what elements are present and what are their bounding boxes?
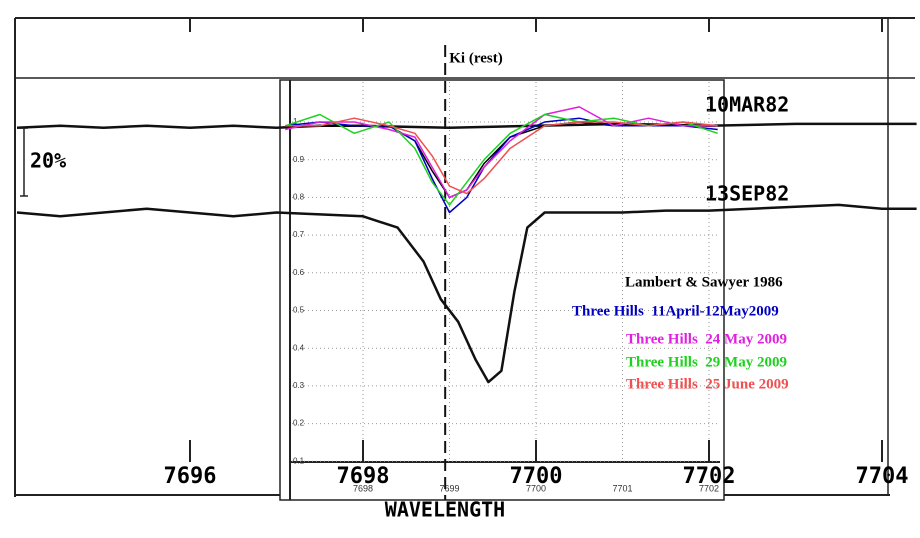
legend-entry: Three Hills 24 May 2009 [626,331,787,347]
epoch-label: 10MAR82 [705,93,789,117]
rest-label: Ki (rest) [449,50,502,66]
x-axis-label: WAVELENGTH [385,498,505,522]
series-line [285,117,718,195]
x-tick-label: 7704 [856,464,909,489]
x-tick-label: 7699 [439,483,459,493]
frame [14,17,915,497]
series-line [16,203,917,384]
legend-entry: Lambert & Sawyer 1986 [625,274,783,290]
legend-entry: Three Hills 25 June 2009 [626,376,789,392]
y-tick-label: 0.7 [293,230,305,239]
y-tick-label: 0.2 [293,419,305,428]
x-tick-label: 7701 [612,483,632,493]
x-tick-label: 7698 [353,483,373,493]
y-tick-label: 0.6 [293,268,305,277]
legend-entry: Three Hills 11April-12May2009 [572,303,779,319]
x-tick-label: 7698 [337,464,390,489]
series-line [284,113,718,206]
x-tick-label: 7702 [699,483,719,493]
x-tick-label: 7696 [164,464,217,489]
y-tick-label: 0.5 [293,306,305,315]
legend-entry: Three Hills 29 May 2009 [626,354,787,370]
y-tick-label: 0.4 [293,343,305,352]
y-tick-label: 0.3 [293,381,305,390]
y-tick-label: 0.1 [293,456,305,465]
x-tick-label: 7702 [683,464,736,489]
epoch-label: 13SEP82 [705,182,789,206]
x-tick-label: 7700 [510,464,563,489]
x-tick-label: 7700 [526,483,546,493]
y-tick-label: 0.9 [293,155,305,164]
y-tick-label: 1 [293,117,298,126]
y-tick-label: 0.8 [293,193,305,202]
scale-label: 20% [30,149,66,173]
